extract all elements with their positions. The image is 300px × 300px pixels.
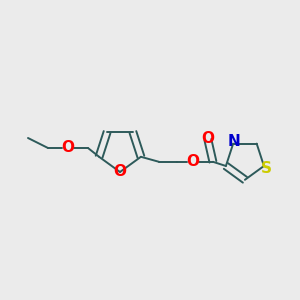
- Text: S: S: [260, 161, 272, 176]
- Text: O: O: [113, 164, 127, 179]
- Text: O: O: [186, 154, 200, 169]
- Text: O: O: [61, 140, 74, 155]
- Text: N: N: [228, 134, 241, 149]
- Text: O: O: [201, 131, 214, 146]
